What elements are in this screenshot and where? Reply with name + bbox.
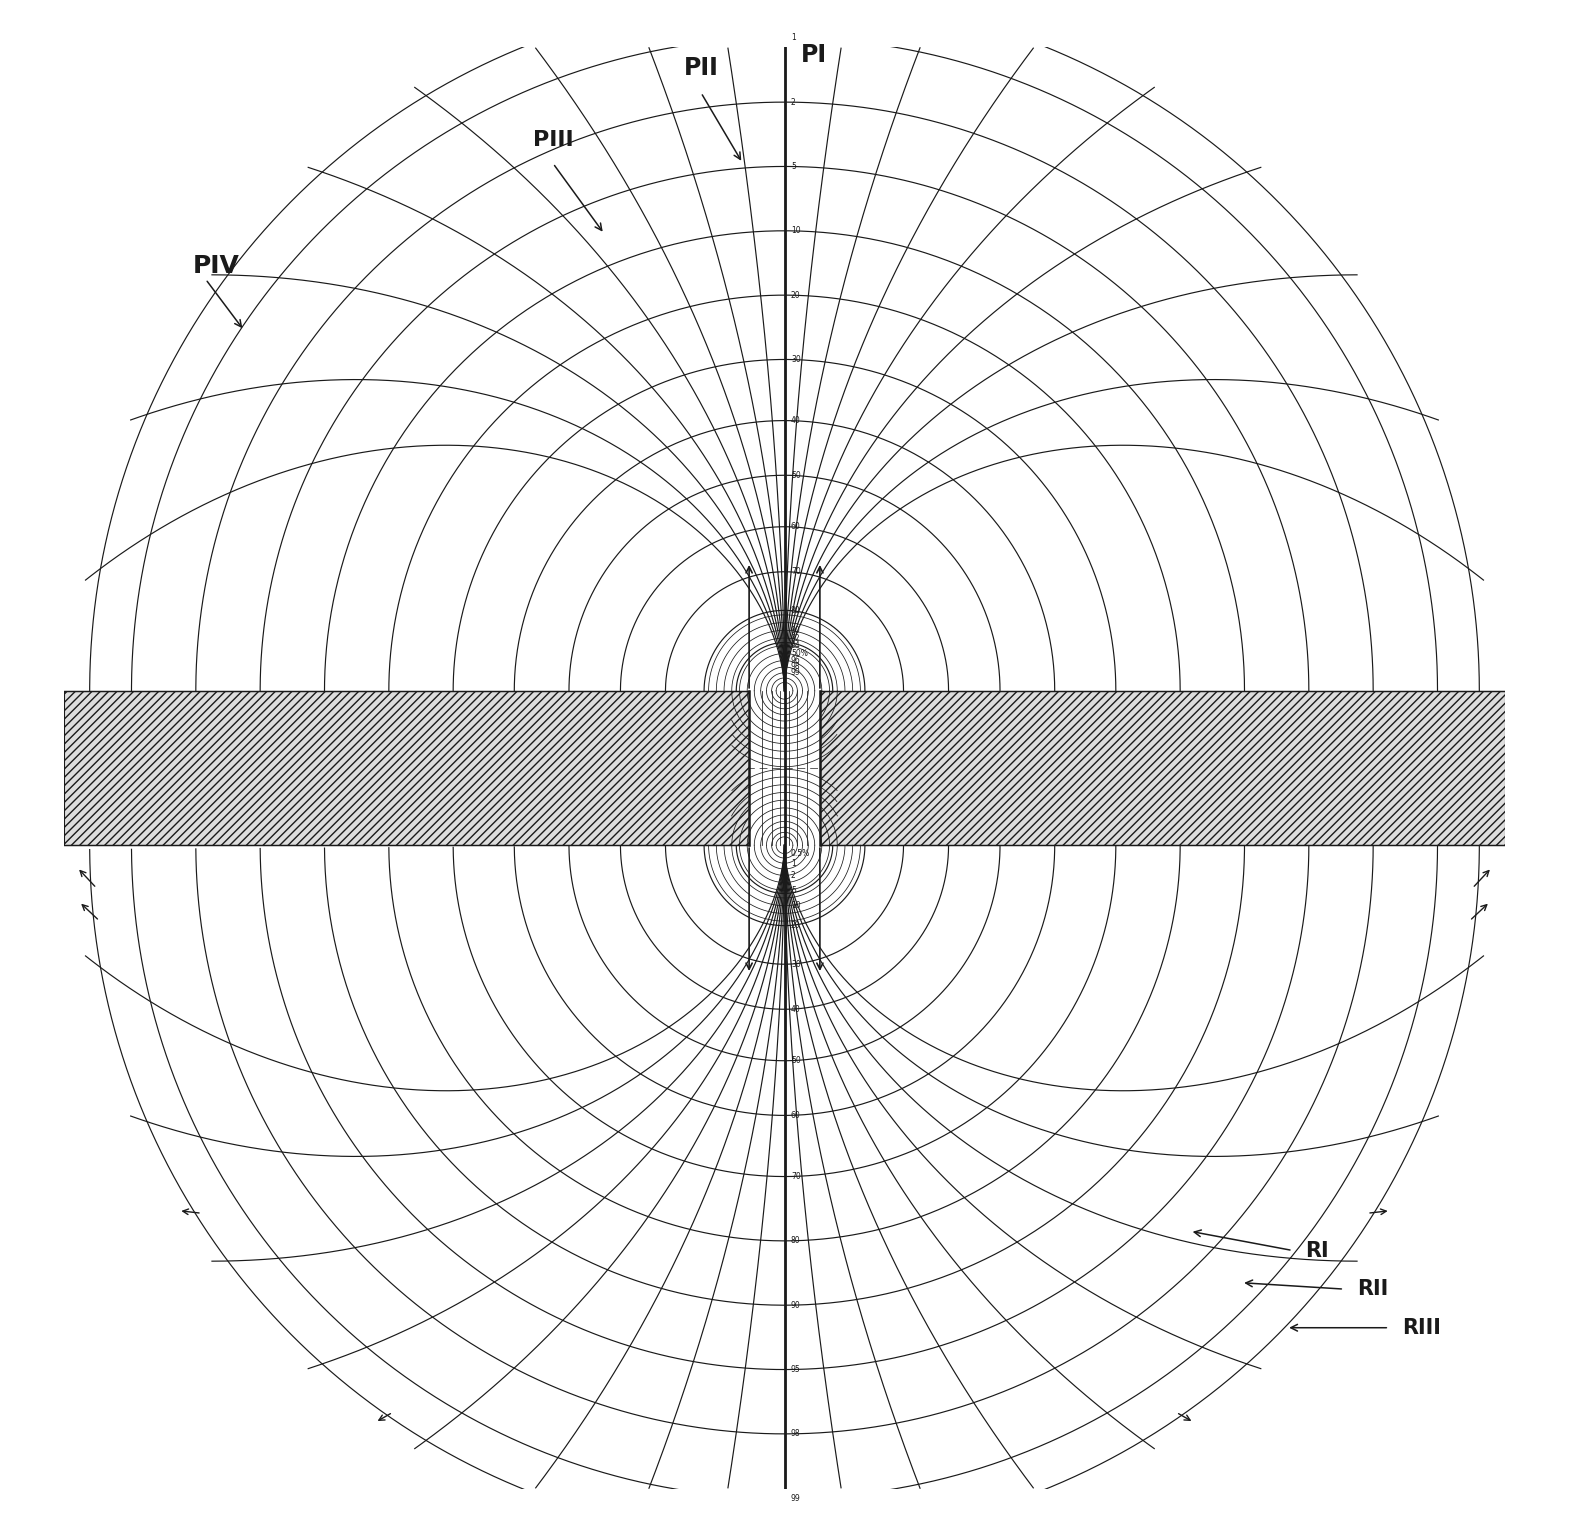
Text: 90: 90 [791, 1301, 800, 1310]
Text: 2: 2 [791, 98, 795, 106]
Text: 50: 50 [791, 1057, 800, 1066]
Text: 96: 96 [791, 656, 800, 665]
Text: 1: 1 [791, 859, 795, 868]
Text: PIII: PIII [532, 131, 573, 151]
Text: 99: 99 [791, 668, 800, 677]
Text: RI: RI [1305, 1241, 1329, 1261]
Text: 10: 10 [791, 226, 800, 235]
Text: 99: 99 [791, 1493, 800, 1502]
Text: 70: 70 [791, 567, 800, 576]
Text: RIII: RIII [1403, 1318, 1440, 1338]
Text: 60: 60 [791, 522, 800, 531]
Text: 40: 40 [791, 416, 800, 425]
Text: 1: 1 [791, 34, 795, 43]
Text: 94: 94 [791, 641, 800, 650]
Text: PI: PI [800, 43, 827, 66]
Text: 20: 20 [791, 922, 800, 931]
Text: 5: 5 [791, 161, 795, 170]
Text: 60: 60 [791, 1111, 800, 1120]
Text: 40: 40 [791, 1005, 800, 1014]
Bar [821, 691, 1505, 845]
Text: 98: 98 [791, 662, 800, 671]
Text: 2: 2 [791, 871, 795, 880]
Text: PII: PII [684, 55, 719, 80]
Text: 30: 30 [791, 960, 800, 969]
Text: PIV: PIV [193, 253, 240, 278]
Text: RII: RII [1357, 1279, 1389, 1299]
Text: 70: 70 [791, 1172, 800, 1181]
Text: 5: 5 [791, 886, 795, 895]
Text: 0.5%: 0.5% [791, 849, 810, 859]
Text: 50: 50 [791, 470, 800, 479]
Text: 80: 80 [791, 605, 800, 614]
Text: 98: 98 [791, 1430, 800, 1438]
Text: 90: 90 [791, 625, 800, 634]
Text: 92: 92 [791, 633, 800, 642]
Bar [64, 691, 748, 845]
Text: 30: 30 [791, 355, 800, 364]
Text: 80: 80 [791, 1236, 800, 1246]
Text: 20: 20 [791, 290, 800, 300]
Text: 95: 95 [791, 1366, 800, 1375]
Text: 10: 10 [791, 902, 800, 911]
Text: 50%: 50% [791, 650, 808, 657]
